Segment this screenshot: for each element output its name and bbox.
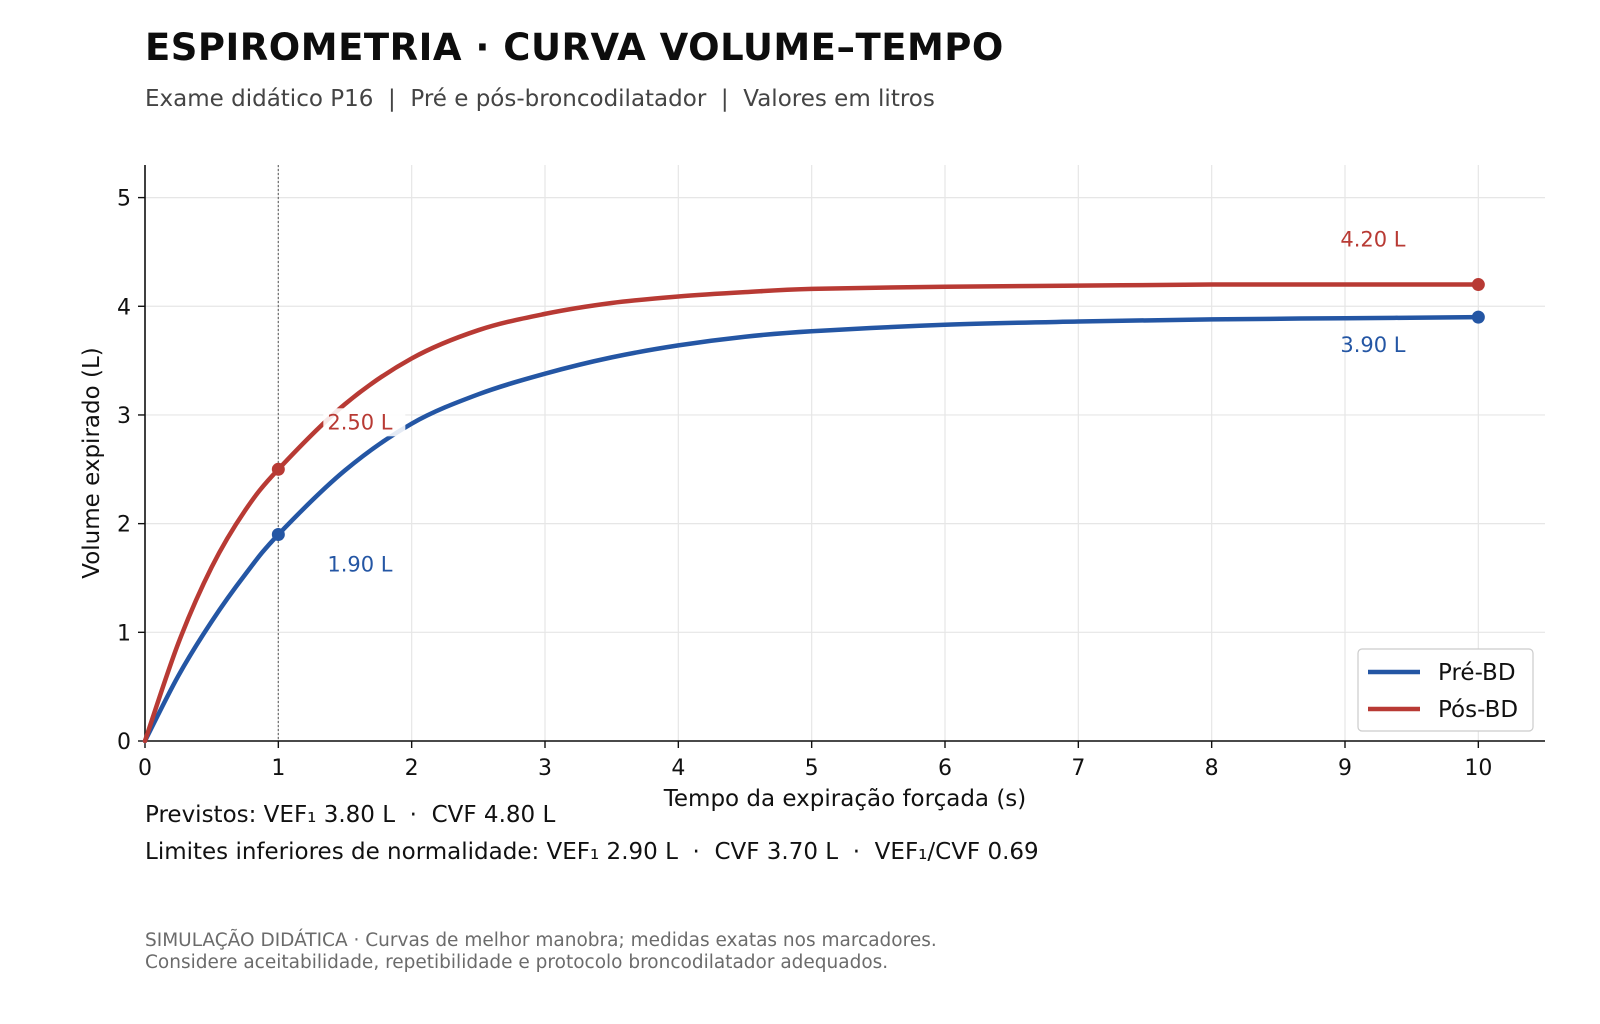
data-point-marker	[271, 462, 285, 476]
data-point-marker	[271, 528, 285, 542]
series-line-pre-bd	[142, 314, 1481, 744]
lower-limits-note: Limites inferiores de normalidade: VEF₁ …	[145, 839, 1039, 865]
y-axis-label: Volume expirado (L)	[79, 347, 105, 579]
legend-label: Pré-BD	[1438, 660, 1516, 686]
data-label: 4.20 L	[1340, 228, 1405, 252]
x-tick-label: 6	[938, 756, 952, 781]
footer-line-1: SIMULAÇÃO DIDÁTICA · Curvas de melhor ma…	[145, 930, 937, 951]
chart-title: ESPIROMETRIA · CURVA VOLUME–TEMPO	[145, 26, 1004, 69]
footer-line-2: Considere aceitabilidade, repetibilidade…	[145, 952, 889, 973]
x-tick-label: 8	[1205, 756, 1219, 781]
data-point-marker	[1471, 278, 1485, 292]
chart-subtitle: Exame didático P16 | Pré e pós-broncodil…	[145, 86, 935, 112]
x-axis-label: Tempo da expiração forçada (s)	[663, 786, 1027, 812]
y-tick-label: 4	[117, 295, 131, 320]
y-tick-label: 2	[117, 513, 131, 538]
y-tick-label: 5	[117, 187, 131, 212]
x-tick-label: 3	[538, 756, 552, 781]
data-label-background	[323, 408, 406, 437]
x-tick-label: 2	[405, 756, 419, 781]
predicted-values-note: Previstos: VEF₁ 3.80 L · CVF 4.80 L	[145, 802, 556, 828]
data-point-marker	[1471, 310, 1485, 324]
x-tick-label: 1	[271, 756, 285, 781]
x-tick-label: 10	[1464, 756, 1492, 781]
series-line-pos-bd	[142, 282, 1481, 744]
x-tick-label: 5	[805, 756, 819, 781]
data-label: 1.90 L	[327, 553, 392, 577]
legend-label: Pós-BD	[1438, 697, 1518, 723]
x-tick-label: 9	[1338, 756, 1352, 781]
x-tick-label: 4	[671, 756, 685, 781]
data-label: 2.50 L	[327, 410, 392, 434]
x-tick-label: 7	[1071, 756, 1085, 781]
data-label: 3.90 L	[1340, 333, 1405, 357]
y-tick-label: 0	[117, 730, 131, 755]
x-tick-label: 0	[138, 756, 152, 781]
y-tick-label: 3	[117, 404, 131, 429]
y-tick-label: 1	[117, 621, 131, 646]
